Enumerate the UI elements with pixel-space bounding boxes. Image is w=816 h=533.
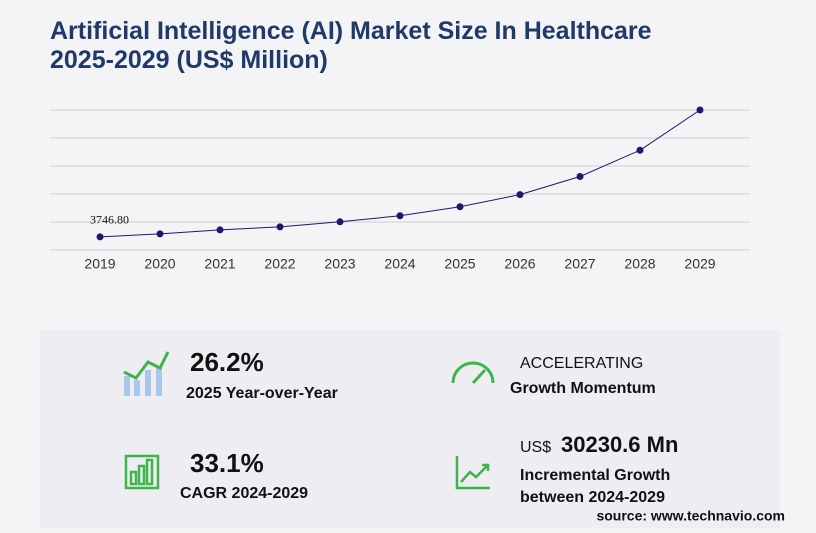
stat-value: 26.2% [190,347,264,377]
point [396,212,404,220]
stat-value: 30230.6 Mn [561,432,678,457]
point [336,218,344,226]
x-tick-label: 2028 [624,256,655,272]
icon-growth [124,366,162,396]
point [456,203,464,211]
stat-label: between 2024-2029 [520,489,665,506]
point [696,106,704,114]
stat-label: 2025 Year-over-Year [186,385,338,402]
stats-panel [40,330,780,528]
point [276,223,284,231]
x-tick-label: 2025 [444,256,475,272]
data-label: 3746.80 [90,213,129,227]
icon-arrow [123,351,170,380]
point [576,172,584,180]
icon-gauge [451,361,495,385]
icon-trend [455,456,490,490]
icon-bars [124,454,160,490]
chart-subtitle: 2025-2029 (US$ Million) [50,46,328,74]
x-tick-label: 2024 [384,256,415,272]
x-tick-label: 2027 [564,256,595,272]
point [516,191,524,199]
stat-label: Incremental Growth [520,467,670,484]
point [636,146,644,154]
stat-label: CAGR 2024-2029 [180,485,308,502]
stat-value: 33.1% [190,448,264,478]
point [156,230,164,238]
x-tick-label: 2020 [144,256,175,272]
stat-value: ACCELERATING [520,355,643,372]
x-tick-label: 2029 [684,256,715,272]
point [96,233,104,241]
source: source: www.technavio.com [596,508,785,524]
point [216,226,224,234]
x-tick-label: 2026 [504,256,535,272]
x-tick-label: 2019 [84,256,115,272]
x-tick-label: 2022 [264,256,295,272]
stat-prefix: US$ [520,439,551,456]
stat-label: Growth Momentum [510,380,656,397]
chart-title: Artificial Intelligence (AI) Market Size… [50,17,652,45]
x-tick-label: 2021 [204,256,235,272]
x-tick-label: 2023 [324,256,355,272]
